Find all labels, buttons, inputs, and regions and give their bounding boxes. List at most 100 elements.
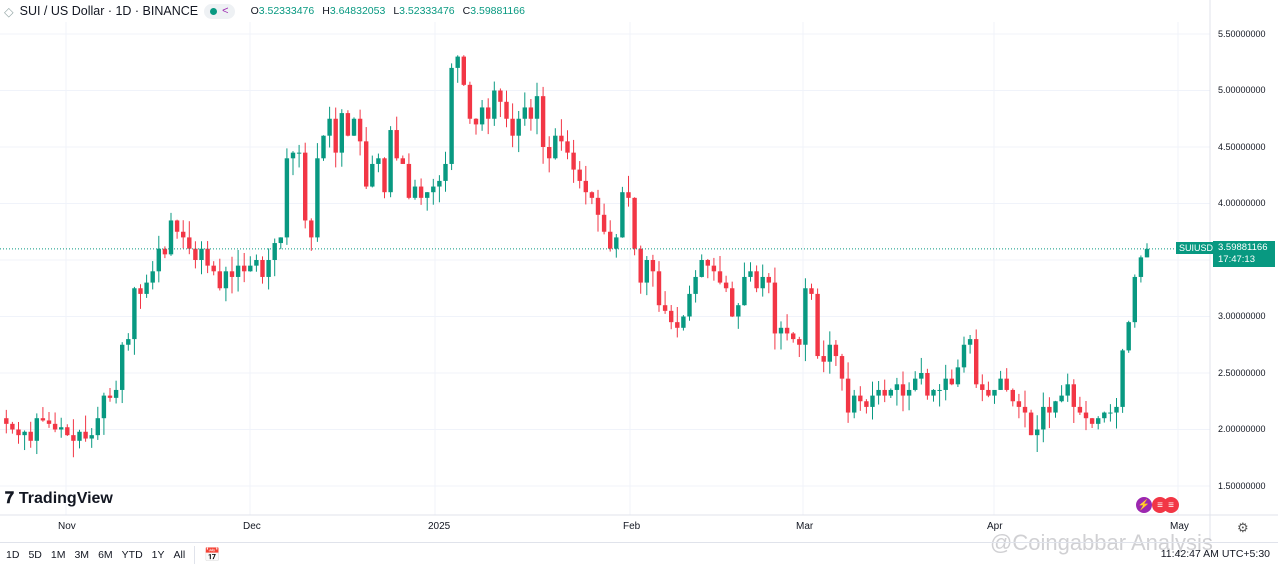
time-label: May — [1170, 521, 1189, 532]
candle-body — [492, 90, 497, 119]
time-label: Apr — [987, 521, 1003, 532]
candle-body — [1071, 384, 1076, 407]
candle-body — [248, 265, 253, 272]
candle-body — [333, 118, 338, 153]
candle-body — [754, 271, 759, 289]
range-all[interactable]: All — [173, 548, 186, 561]
range-3m[interactable]: 3M — [74, 548, 90, 561]
candle-body — [650, 260, 656, 272]
candle-body — [638, 248, 643, 283]
candle-body — [168, 220, 174, 255]
candle-body — [632, 197, 637, 249]
range-1y[interactable]: 1Y — [151, 548, 165, 561]
candle-body — [992, 389, 997, 396]
candle-body — [1102, 412, 1107, 419]
candle-body — [711, 265, 717, 272]
candle-body — [296, 152, 302, 154]
settings-gear-icon[interactable]: ⚙ — [1237, 520, 1249, 535]
candle-body — [46, 420, 52, 424]
candle-body — [827, 344, 832, 362]
candle-body — [974, 339, 979, 385]
candle-body — [77, 431, 82, 441]
candle-body — [498, 90, 503, 102]
candle-body — [1138, 257, 1144, 277]
tv-logo-icon: 𝟕 — [5, 490, 14, 507]
candle-body — [65, 427, 70, 436]
candle-body — [949, 378, 954, 385]
candle-body — [986, 389, 991, 396]
candle-body — [303, 152, 308, 221]
candle-body — [1004, 378, 1009, 390]
market-status[interactable]: < — [204, 3, 235, 19]
candle-body — [510, 118, 515, 136]
candle-body — [1114, 406, 1119, 413]
range-5d[interactable]: 5D — [28, 548, 42, 561]
candle-body — [181, 231, 186, 238]
candle-body — [1120, 350, 1125, 407]
symbol-title[interactable]: SUI / US Dollar · 1D · BINANCE — [19, 4, 199, 18]
symbol-icon: ◇ — [4, 4, 14, 19]
range-6m[interactable]: 6M — [98, 548, 113, 561]
clock[interactable]: 11:42:47 AM UTC+5:30 — [1160, 548, 1270, 560]
candle-body — [906, 389, 912, 396]
event-badges[interactable]: ⚡ ≡ ≡ — [1136, 497, 1179, 513]
candle-body — [266, 260, 271, 277]
candle-body — [980, 384, 985, 390]
calendar-goto-icon[interactable]: 📅 — [204, 546, 221, 562]
time-label: Nov — [58, 521, 76, 532]
candle-body — [876, 389, 881, 396]
market-open-icon — [210, 7, 218, 15]
candle-body — [967, 339, 973, 345]
chart-legend: ◇ SUI / US Dollar · 1D · BINANCE < O3.52… — [4, 2, 525, 20]
lightning-icon: ⚡ — [1136, 497, 1152, 513]
candle-body — [925, 373, 930, 396]
range-1m[interactable]: 1M — [50, 548, 66, 561]
time-label: Mar — [796, 521, 814, 532]
candle-body — [235, 265, 241, 277]
candle-body — [107, 395, 113, 398]
candle-body — [900, 384, 906, 396]
price-label: 2.00000000 — [1218, 424, 1266, 434]
candle-body — [412, 186, 418, 198]
candle-body — [211, 265, 216, 272]
price-label: 5.50000000 — [1218, 29, 1266, 39]
candle-body — [553, 135, 558, 159]
range-1d[interactable]: 1D — [6, 548, 20, 561]
candle-body — [540, 96, 546, 147]
candle-body — [577, 169, 582, 181]
candle-body — [772, 282, 778, 334]
candle-body — [894, 384, 900, 390]
candle-body — [126, 339, 131, 345]
candle-body — [803, 288, 808, 345]
candle-body — [742, 276, 747, 306]
candle-body — [797, 339, 802, 345]
candle-body — [376, 158, 381, 164]
candle-body — [705, 260, 710, 266]
candle-body — [443, 163, 448, 181]
candle-body — [998, 378, 1003, 390]
candle-body — [162, 248, 168, 255]
candle-body — [223, 271, 229, 289]
candle-body — [1047, 406, 1052, 413]
current-price-tag: 3.59881166 17:47:13 — [1213, 241, 1275, 267]
tradingview-logo[interactable]: 𝟕 TradingView — [5, 490, 113, 507]
candle-body — [272, 243, 277, 260]
candle-body — [913, 378, 918, 390]
candle-body — [4, 418, 9, 424]
candle-body — [662, 305, 668, 311]
candle-body — [943, 378, 948, 390]
candle-body — [10, 423, 15, 430]
candlestick-chart[interactable] — [0, 0, 1278, 540]
candle-body — [290, 152, 296, 159]
candle-body — [327, 118, 332, 136]
candle-body — [760, 276, 765, 289]
candle-body — [839, 356, 845, 379]
range-ytd[interactable]: YTD — [121, 548, 143, 561]
candle-body — [571, 152, 576, 170]
candle-body — [113, 389, 119, 398]
candle-body — [1144, 248, 1150, 258]
candle-body — [833, 344, 839, 357]
candle-body — [626, 192, 631, 198]
candle-body — [955, 367, 961, 385]
candle-body — [138, 288, 143, 294]
